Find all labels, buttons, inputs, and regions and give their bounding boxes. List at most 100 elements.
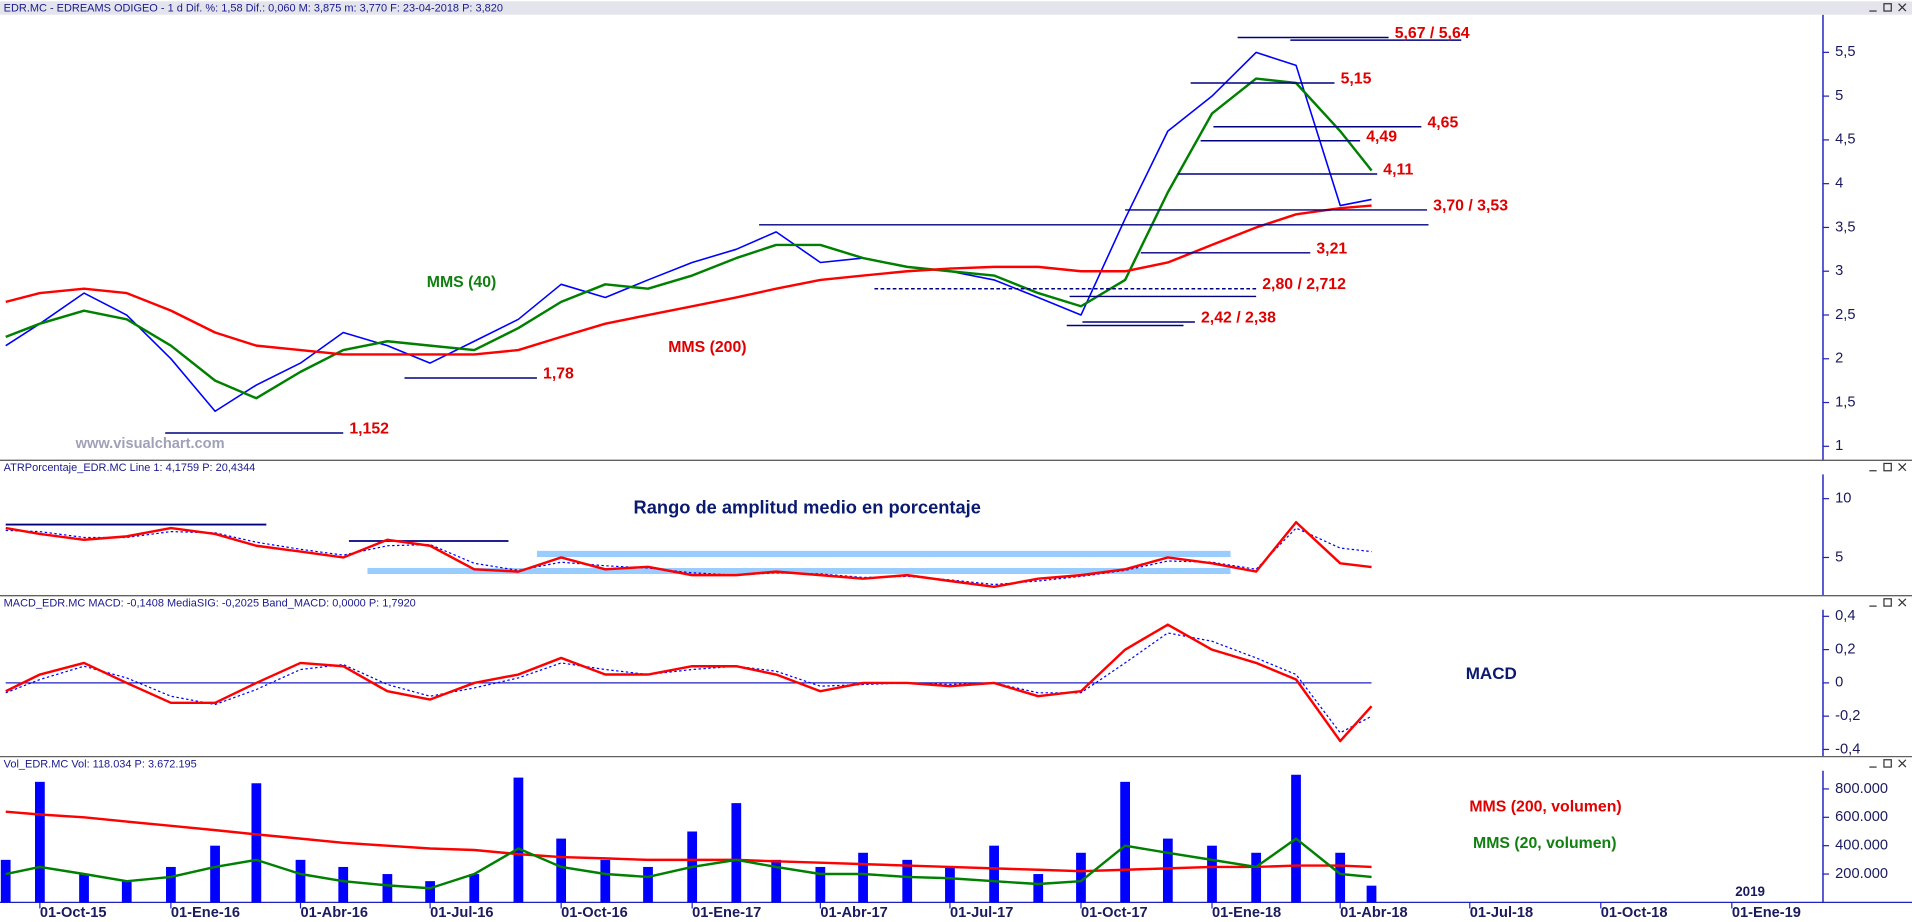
- series-line: [5, 77, 1373, 400]
- level-label: 3,70 / 3,53: [1433, 197, 1508, 214]
- volume-bar: [166, 866, 176, 903]
- y-tick-label: 800.000: [1835, 781, 1888, 797]
- window-button: [1883, 759, 1892, 768]
- volume-bar: [1251, 852, 1262, 903]
- volume-bar: [858, 852, 868, 903]
- annotation: 2019: [1735, 884, 1765, 899]
- y-tick-label: 1: [1835, 438, 1843, 454]
- volume-bar: [1120, 781, 1131, 903]
- volume-bar: [210, 845, 220, 903]
- y-tick-label: 4,5: [1835, 132, 1855, 148]
- level-label: 4,11: [1383, 162, 1413, 179]
- volume-bar: [815, 866, 826, 903]
- series-label: MMS (20, volumen): [1473, 835, 1617, 852]
- volume-bar: [469, 874, 480, 903]
- panel-title: MACD_EDR.MC MACD: -0,1408 MediaSIG: -0,2…: [4, 598, 416, 610]
- volume-bar: [425, 881, 435, 903]
- volume-bar: [731, 803, 742, 903]
- volume-bar: [1162, 838, 1173, 903]
- volume-bar: [121, 881, 132, 903]
- panel-header: [0, 461, 1912, 475]
- y-tick-label: 10: [1835, 491, 1851, 507]
- volume-bar: [338, 866, 349, 903]
- y-tick-label: 1,5: [1835, 394, 1855, 410]
- series-line: [5, 837, 1372, 890]
- level-label: 4,65: [1427, 114, 1458, 131]
- volume-bar: [556, 838, 567, 903]
- volume-bar: [1076, 852, 1086, 903]
- y-tick-label: 0,4: [1835, 608, 1855, 624]
- y-tick-label: 0: [1835, 675, 1843, 691]
- x-tick-label: 01-Oct-18: [1601, 905, 1668, 921]
- volume-bar: [1033, 874, 1044, 903]
- level-label: 3,21: [1316, 240, 1347, 257]
- y-tick-label: 2,5: [1835, 307, 1855, 323]
- volume-bar: [945, 866, 955, 903]
- x-tick-label: 01-Oct-17: [1081, 905, 1148, 921]
- series-line: [5, 623, 1373, 743]
- window-button: [1898, 3, 1907, 12]
- y-tick-label: 5,5: [1835, 44, 1855, 60]
- x-tick-label: 01-Abr-16: [301, 905, 368, 921]
- level-label: 5,15: [1341, 71, 1372, 88]
- panel-header: [0, 1, 1912, 15]
- volume-bar: [79, 874, 89, 903]
- series-line: [5, 632, 1372, 734]
- x-tick-label: 01-Ene-18: [1212, 905, 1281, 921]
- series-label: MMS (40): [427, 274, 497, 291]
- level-label: 1,152: [349, 421, 389, 438]
- y-tick-label: 2: [1835, 351, 1843, 367]
- x-tick-label: 01-Jul-17: [950, 905, 1013, 921]
- panel-header: [0, 596, 1912, 610]
- level-label: 1,78: [543, 366, 574, 383]
- volume-bar: [382, 874, 393, 903]
- y-tick-label: 4: [1835, 176, 1843, 192]
- y-tick-label: 400.000: [1835, 838, 1888, 854]
- window-button: [1898, 759, 1907, 768]
- series-label: MMS (200): [668, 339, 746, 356]
- annotation: Rango de amplitud medio en porcentaje: [634, 496, 981, 517]
- annotation: MACD: [1466, 664, 1517, 683]
- volume-bar: [35, 781, 45, 903]
- y-tick-label: 5: [1835, 549, 1843, 565]
- volume-bar: [643, 866, 653, 903]
- volume-bar: [771, 859, 782, 903]
- series-label: MMS (200, volumen): [1469, 798, 1621, 815]
- volume-bar: [902, 859, 913, 903]
- window-button: [1898, 463, 1907, 472]
- panel-title: ATRPorcentaje_EDR.MC Line 1: 4,1759 P: 2…: [4, 462, 256, 474]
- level-label: 2,42 / 2,38: [1201, 310, 1276, 327]
- volume-bar: [1207, 845, 1217, 903]
- window-button: [1883, 462, 1892, 472]
- series-line: [5, 810, 1372, 873]
- x-tick-label: 01-Abr-17: [820, 905, 887, 921]
- panel-title: Vol_EDR.MC Vol: 118.034 P: 3.672.195: [4, 759, 197, 771]
- volume-bar: [0, 859, 11, 903]
- volume-bar: [513, 777, 524, 903]
- volume-bar: [600, 859, 611, 903]
- y-tick-label: 0,2: [1835, 641, 1855, 657]
- series-line: [5, 204, 1372, 356]
- x-tick-label: 01-Ene-16: [171, 905, 240, 921]
- x-tick-label: 01-Oct-15: [40, 905, 107, 921]
- x-tick-label: 01-Jul-16: [430, 905, 493, 921]
- x-tick-label: 01-Ene-19: [1732, 905, 1801, 921]
- y-tick-label: 5: [1835, 88, 1843, 104]
- volume-bar: [251, 783, 262, 903]
- x-tick-label: 01-Jul-18: [1470, 905, 1533, 921]
- panel-header: [0, 757, 1912, 771]
- y-tick-label: -0,4: [1835, 741, 1860, 757]
- level-label: 4,49: [1366, 128, 1397, 145]
- y-tick-label: 3,5: [1835, 219, 1855, 235]
- series-line: [5, 520, 1372, 589]
- y-tick-label: 200.000: [1835, 866, 1888, 882]
- x-tick-label: 01-Ene-17: [692, 905, 761, 921]
- window-button: [1898, 598, 1907, 607]
- y-tick-label: 3: [1835, 263, 1843, 279]
- x-tick-label: 01-Abr-18: [1340, 905, 1407, 921]
- level-label: 2,80 / 2,712: [1262, 276, 1346, 293]
- window-button: [1883, 3, 1892, 12]
- y-tick-label: -0,2: [1835, 708, 1860, 724]
